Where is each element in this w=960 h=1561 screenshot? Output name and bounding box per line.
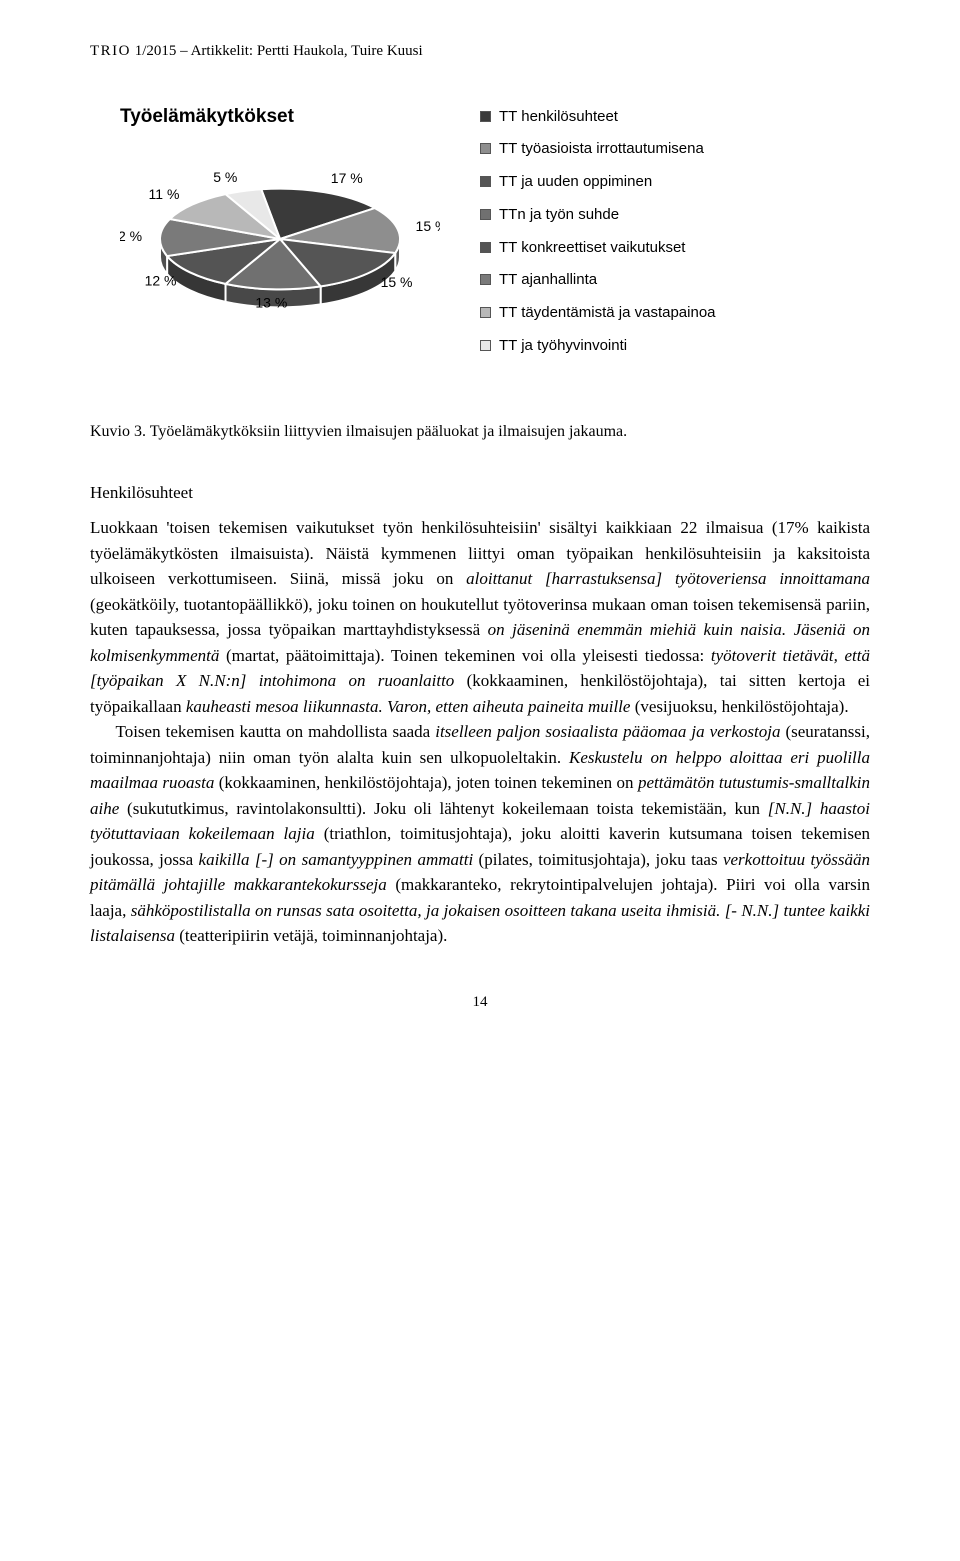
legend-label: TT henkilösuhteet — [499, 108, 618, 127]
legend-item: TT konkreettiset vaikutukset — [480, 239, 870, 258]
journal-name: TRIO — [90, 43, 131, 59]
legend-item: TTn ja työn suhde — [480, 206, 870, 225]
pie-slice-label: 12 % — [145, 273, 177, 289]
pie-slice-label: 5 % — [213, 169, 237, 185]
pie-slice-label: 15 % — [416, 218, 440, 234]
legend-swatch — [480, 274, 491, 285]
legend-label: TT ja työhyvinvointi — [499, 337, 627, 356]
body-paragraph-1: Luokkaan 'toisen tekemisen vaikutukset t… — [90, 515, 870, 719]
pie-chart-figure: Työelämäkytkökset 17 % 15 % 15 % 13 % 12 % 12… — [90, 93, 870, 390]
legend-item: TT henkilösuhteet — [480, 108, 870, 127]
body-paragraph-2: Toisen tekemisen kautta on mahdollista s… — [90, 719, 870, 949]
legend-swatch — [480, 143, 491, 154]
pie-slice-label: 13 % — [255, 294, 287, 310]
running-header: TRIO 1/2015 – Artikkelit: Pertti Haukola… — [90, 40, 870, 63]
legend-item: TT ajanhallinta — [480, 271, 870, 290]
caption-prefix: Kuvio 3. — [90, 423, 146, 440]
legend-swatch — [480, 176, 491, 187]
legend-swatch — [480, 307, 491, 318]
legend-label: TT ajanhallinta — [499, 271, 597, 290]
legend-label: TT täydentämistä ja vastapainoa — [499, 304, 716, 323]
chart-left-column: Työelämäkytkökset 17 % 15 % 15 % 13 % 12 % 12… — [120, 103, 440, 370]
chart-title: Työelämäkytkökset — [120, 103, 440, 132]
legend-item: TT ja työhyvinvointi — [480, 337, 870, 356]
caption-text: Työelämäkytköksiin liittyvien ilmaisujen… — [146, 423, 627, 440]
legend-label: TT konkreettiset vaikutukset — [499, 239, 685, 258]
chart-legend: TT henkilösuhteet TT työasioista irrottau… — [440, 103, 870, 370]
pie-slice-label: 15 % — [381, 274, 413, 290]
figure-caption: Kuvio 3. Työelämäkytköksiin liittyvien i… — [90, 420, 870, 444]
pie-slice-label: 11 % — [149, 186, 180, 202]
pie-slice-label: 12 % — [120, 228, 142, 244]
pie-slice-label: 17 % — [331, 170, 363, 186]
legend-swatch — [480, 111, 491, 122]
legend-swatch — [480, 340, 491, 351]
legend-swatch — [480, 209, 491, 220]
section-heading: Henkilösuhteet — [90, 480, 870, 506]
issue-info: 1/2015 – Artikkelit: Pertti Haukola, Tui… — [131, 43, 423, 59]
legend-item: TT täydentämistä ja vastapainoa — [480, 304, 870, 323]
legend-item: TT työasioista irrottautumisena — [480, 140, 870, 159]
legend-label: TTn ja työn suhde — [499, 206, 619, 225]
pie-chart: 17 % 15 % 15 % 13 % 12 % 12 % 11 % 5 % — [120, 139, 440, 359]
legend-label: TT ja uuden oppiminen — [499, 173, 652, 192]
legend-swatch — [480, 242, 491, 253]
legend-item: TT ja uuden oppiminen — [480, 173, 870, 192]
legend-label: TT työasioista irrottautumisena — [499, 140, 704, 159]
page-number: 14 — [90, 991, 870, 1014]
